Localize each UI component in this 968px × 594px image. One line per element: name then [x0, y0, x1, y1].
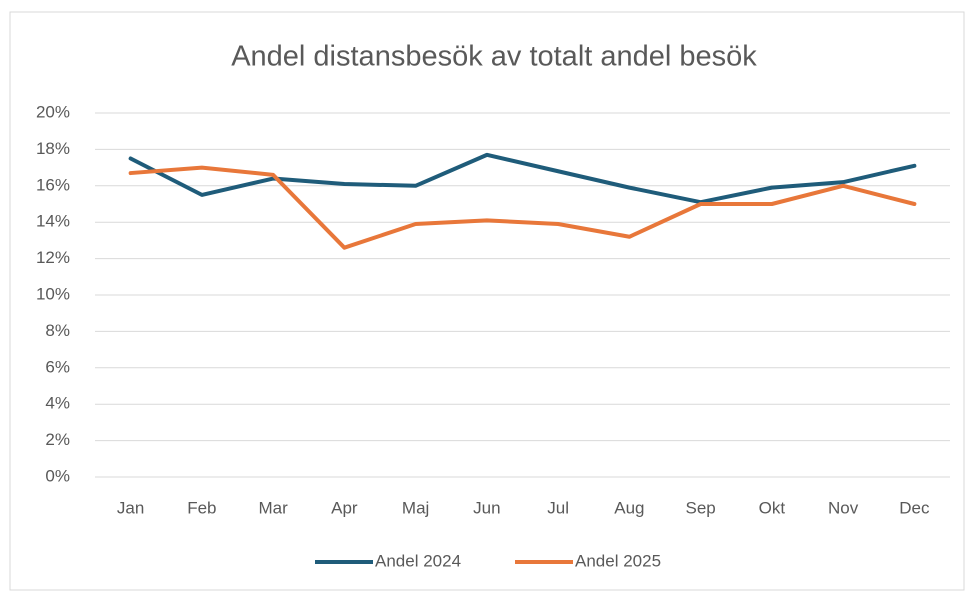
- x-tick-label: Sep: [686, 498, 716, 517]
- data-line: [128, 165, 917, 250]
- y-tick-label: 4%: [45, 394, 70, 413]
- x-tick-label: Okt: [759, 498, 786, 517]
- x-tick-label: Jul: [547, 498, 569, 517]
- y-tick-label: 18%: [36, 139, 70, 158]
- y-tick-label: 16%: [36, 175, 70, 194]
- y-tick-label: 20%: [36, 102, 70, 121]
- chart-title: Andel distansbesök av totalt andel besök: [231, 41, 757, 73]
- y-tick-label: 12%: [36, 248, 70, 267]
- y-tick-label: 10%: [36, 284, 70, 303]
- y-tick-label: 14%: [36, 212, 70, 231]
- x-tick-label: Nov: [828, 498, 859, 517]
- x-tick-label: Feb: [187, 498, 216, 517]
- x-tick-label: Aug: [614, 498, 644, 517]
- y-tick-label: 2%: [45, 430, 70, 449]
- x-tick-label: Jun: [473, 498, 500, 517]
- x-tick-label: Dec: [899, 498, 930, 517]
- y-tick-label: 0%: [45, 466, 70, 485]
- y-tick-label: 8%: [45, 321, 70, 340]
- data-line: [128, 152, 917, 205]
- y-tick-label: 6%: [45, 357, 70, 376]
- x-tick-label: Mar: [258, 498, 288, 517]
- legend-label: Andel 2025: [575, 551, 661, 570]
- x-tick-label: Maj: [402, 498, 429, 517]
- legend-label: Andel 2024: [375, 551, 461, 570]
- x-tick-label: Jan: [117, 498, 144, 517]
- chart-frame: [9, 11, 965, 591]
- x-tick-label: Apr: [331, 498, 358, 517]
